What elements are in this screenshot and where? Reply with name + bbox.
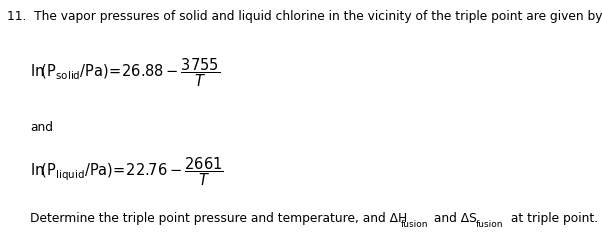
Text: and ΔS: and ΔS <box>430 212 477 225</box>
Text: and: and <box>30 120 53 133</box>
Text: 11.  The vapor pressures of solid and liquid chlorine in the vicinity of the tri: 11. The vapor pressures of solid and liq… <box>7 10 602 23</box>
Text: Determine the triple point pressure and temperature, and ΔH: Determine the triple point pressure and … <box>30 212 408 225</box>
Text: $\mathregular{ln}\!\left(\mathregular{P}_{\mathregular{solid}}\mathregular{/Pa}\: $\mathregular{ln}\!\left(\mathregular{P}… <box>30 57 220 89</box>
Text: $\mathregular{ln}\!\left(\mathregular{P}_{\mathregular{liquid}}\mathregular{/Pa}: $\mathregular{ln}\!\left(\mathregular{P}… <box>30 155 224 188</box>
Text: fusion: fusion <box>476 220 504 229</box>
Text: at triple point.: at triple point. <box>507 212 598 225</box>
Text: fusion: fusion <box>400 220 428 229</box>
